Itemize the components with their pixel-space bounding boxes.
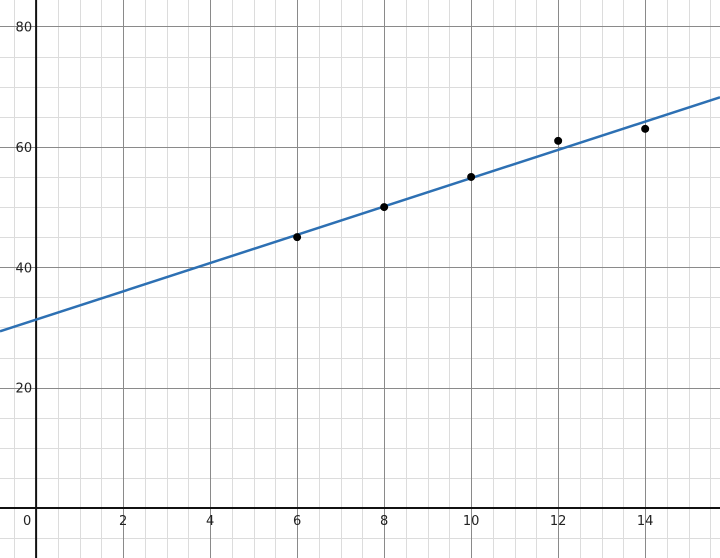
data-series — [0, 96, 720, 333]
x-tick-label: 0 — [23, 514, 31, 529]
regression-line — [0, 96, 720, 333]
x-tick-label: 14 — [637, 514, 654, 529]
x-tick-label: 10 — [463, 514, 480, 529]
x-tick-label: 2 — [119, 514, 127, 529]
y-tick-label: 80 — [16, 20, 33, 35]
x-tick-label: 4 — [206, 514, 214, 529]
data-point — [380, 203, 389, 212]
tick-labels: 0 2 4 6 8 10 12 14 20 40 60 80 — [16, 20, 654, 529]
x-tick-label: 12 — [550, 514, 567, 529]
y-tick-label: 40 — [16, 261, 33, 276]
y-tick-label: 20 — [16, 382, 33, 397]
data-point — [467, 172, 476, 181]
y-tick-label: 60 — [16, 141, 33, 156]
x-tick-label: 6 — [293, 514, 301, 529]
data-point — [554, 136, 563, 145]
data-point — [293, 233, 302, 242]
data-point — [641, 124, 650, 133]
x-tick-label: 8 — [380, 514, 388, 529]
